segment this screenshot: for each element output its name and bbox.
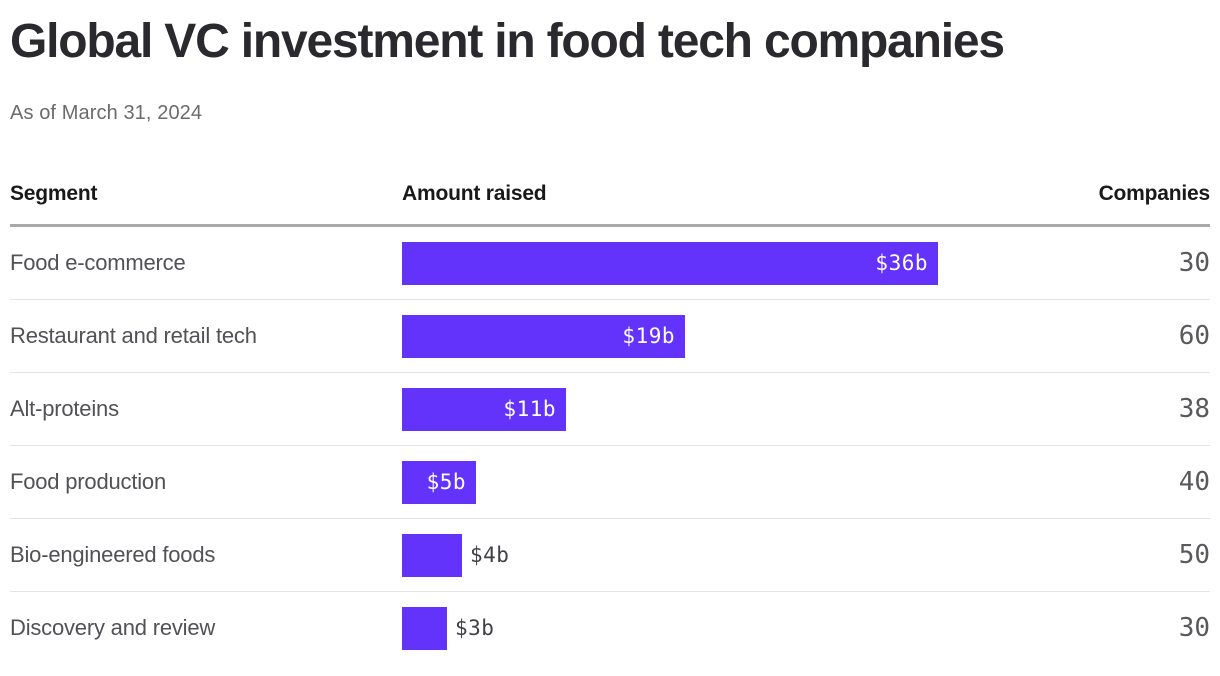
amount-bar: $19b bbox=[402, 314, 685, 358]
segment-label: Food e-commerce bbox=[10, 250, 186, 276]
amount-bar-cell: $11b bbox=[402, 373, 1080, 445]
amount-bar-cell: $4b bbox=[402, 519, 1080, 591]
amount-value-label: $3b bbox=[455, 616, 495, 641]
column-header-companies: Companies bbox=[1098, 182, 1211, 206]
companies-value: 38 bbox=[1178, 394, 1210, 425]
amount-bar-cell: $19b bbox=[402, 300, 1080, 372]
table-row: Food e-commerce $36b 30 bbox=[10, 227, 1210, 301]
table-row: Bio-engineered foods $4b 50 bbox=[10, 519, 1210, 593]
amount-bar-cell: $5b bbox=[402, 446, 1080, 518]
companies-value: 60 bbox=[1178, 321, 1210, 352]
amount-bar bbox=[402, 606, 447, 650]
table-header-row: Segment Amount raised Companies bbox=[10, 182, 1211, 228]
table-row: Discovery and review $3b 30 bbox=[10, 592, 1210, 664]
companies-value: 30 bbox=[1178, 248, 1210, 279]
column-header-amount-raised: Amount raised bbox=[402, 182, 547, 206]
table-row: Restaurant and retail tech $19b 60 bbox=[10, 300, 1210, 374]
amount-bar: $5b bbox=[402, 460, 476, 504]
segment-label: Discovery and review bbox=[10, 615, 216, 641]
amount-value-label: $5b bbox=[426, 470, 466, 495]
chart-title: Global VC investment in food tech compan… bbox=[10, 15, 1005, 68]
table-row: Alt-proteins $11b 38 bbox=[10, 373, 1210, 447]
segment-label: Restaurant and retail tech bbox=[10, 323, 257, 349]
amount-bar bbox=[402, 533, 462, 577]
amount-bar-cell: $36b bbox=[402, 227, 1080, 299]
companies-value: 50 bbox=[1178, 540, 1210, 571]
amount-bar: $11b bbox=[402, 387, 566, 431]
companies-value: 30 bbox=[1178, 613, 1210, 644]
segment-label: Food production bbox=[10, 469, 166, 495]
segments-table: Segment Amount raised Companies Food e-c… bbox=[10, 182, 1210, 664]
chart-subtitle: As of March 31, 2024 bbox=[10, 102, 203, 125]
amount-value-label: $36b bbox=[875, 251, 928, 276]
amount-bar: $36b bbox=[402, 241, 938, 285]
segment-label: Alt-proteins bbox=[10, 396, 119, 422]
amount-value-label: $11b bbox=[503, 397, 556, 422]
column-header-segment: Segment bbox=[10, 182, 98, 206]
segment-label: Bio-engineered foods bbox=[10, 542, 216, 568]
amount-bar-cell: $3b bbox=[402, 592, 1080, 664]
companies-value: 40 bbox=[1178, 467, 1210, 498]
table-row: Food production $5b 40 bbox=[10, 446, 1210, 520]
amount-value-label: $19b bbox=[622, 324, 675, 349]
amount-value-label: $4b bbox=[470, 543, 510, 568]
